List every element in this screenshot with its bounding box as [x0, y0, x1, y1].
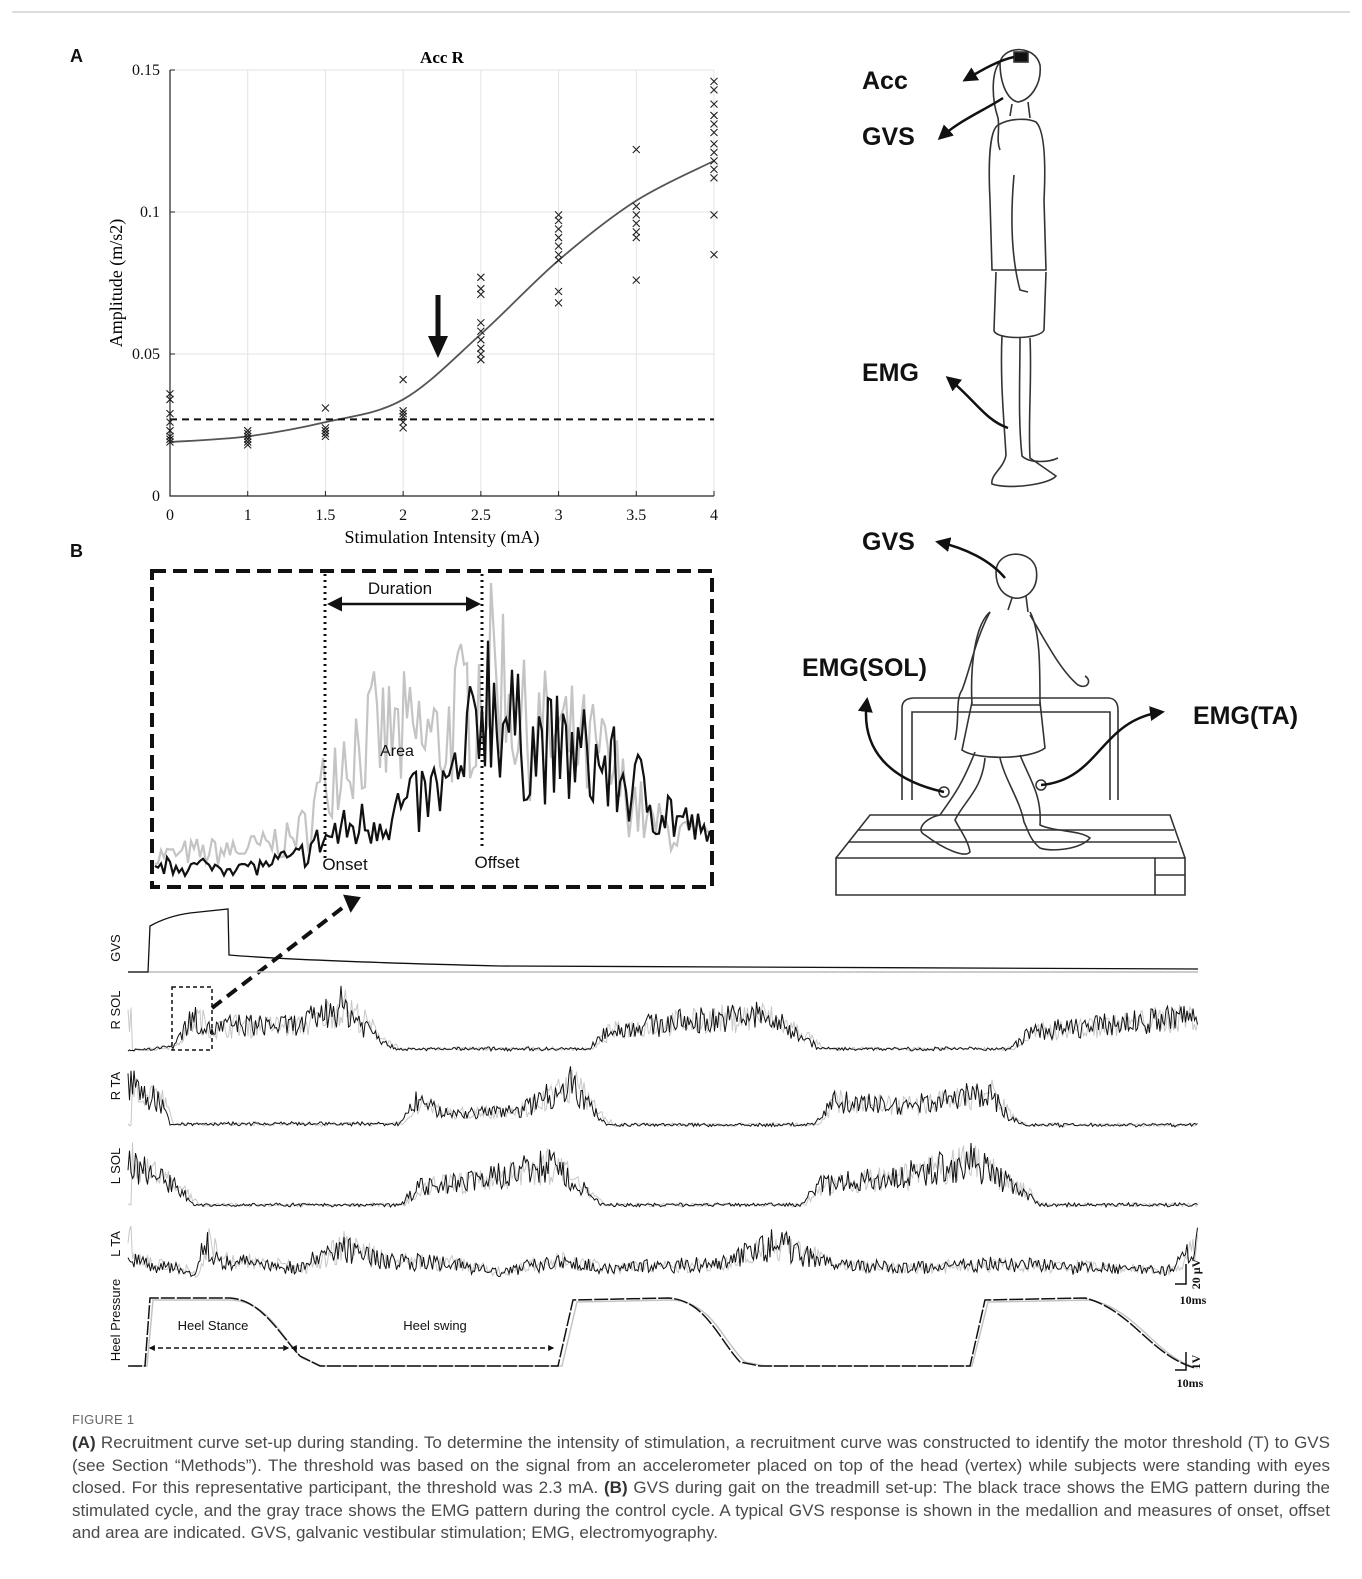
pressure-trace	[132, 1300, 1198, 1368]
channel-label: Heel Pressure	[108, 1279, 123, 1361]
page: A B Acc R Stimulation Intensity (mA) Amp…	[0, 0, 1362, 1579]
y-tick-label: 0	[152, 488, 160, 505]
emg-ta-arrow	[1041, 712, 1162, 785]
emg-arrow	[948, 378, 1008, 428]
chart-title: Acc R	[420, 48, 465, 67]
standing-person	[989, 50, 1058, 487]
plot-area	[170, 70, 714, 496]
channel-label: R SOL	[108, 990, 123, 1029]
x-tick-label: 3.5	[626, 507, 646, 524]
scale-label: 1V	[1189, 1354, 1203, 1369]
x-axis-label: Stimulation Intensity (mA)	[345, 527, 540, 548]
setup-label: GVS	[862, 528, 915, 556]
caption: (A) Recruitment curve set-up during stan…	[72, 1432, 1330, 1545]
setup-label: EMG(SOL)	[802, 654, 927, 682]
caption-tag: (A)	[72, 1433, 96, 1452]
emg-sol-arrow	[866, 700, 944, 792]
phase-label: Heel Stance	[178, 1318, 249, 1333]
y-tick-label: 0.05	[132, 346, 160, 363]
panel-label: B	[70, 541, 83, 561]
setup-label: Acc	[862, 67, 908, 95]
caption-tag: (B)	[604, 1478, 628, 1497]
trace	[128, 1066, 1198, 1127]
panel-label: A	[70, 46, 83, 66]
x-tick-label: 2	[399, 507, 407, 524]
x-tick-label: 3	[555, 507, 563, 524]
y-axis-label: Amplitude (m/s2)	[106, 219, 127, 348]
channel-labels: GVS R SOL R TA L SOL L TA Heel Pressure	[108, 934, 123, 1361]
acc-arrow	[965, 57, 1014, 80]
treadmill-person	[836, 554, 1185, 895]
x-tick-label: 2.5	[471, 507, 491, 524]
figure: A B Acc R Stimulation Intensity (mA) Amp…	[0, 0, 1362, 1405]
inset-label: Duration	[368, 579, 432, 598]
scale-bar	[1175, 1264, 1186, 1284]
phase-label: Heel swing	[403, 1318, 467, 1333]
trace	[128, 1143, 1198, 1207]
gvs-arrow	[938, 542, 1005, 578]
setup-label: EMG	[862, 359, 919, 387]
y-tick-label: 0.1	[140, 204, 160, 221]
emg-traces	[128, 909, 1198, 1368]
scale-label: 10ms	[1180, 1293, 1207, 1307]
inset-label: Offset	[474, 853, 519, 872]
channel-label: R TA	[108, 1071, 123, 1100]
recruitment-chart: 0 1 1.5 2 2.5 3 3.5 4 0 0.05 0.1 0.15	[132, 62, 718, 524]
y-tick-label: 0.15	[132, 62, 160, 79]
channel-label: L TA	[108, 1231, 123, 1257]
zoom-arrow-head	[341, 895, 361, 914]
channel-label: L SOL	[108, 1148, 123, 1184]
trace	[128, 986, 1198, 1051]
x-tick-label: 4	[710, 507, 718, 524]
inset-label: Onset	[322, 855, 368, 874]
scale-label: 20 µV	[1189, 1258, 1203, 1289]
trace	[128, 1143, 1198, 1207]
channel-label: GVS	[108, 934, 123, 962]
trace	[128, 1228, 1198, 1277]
gvs-trace	[128, 909, 1198, 972]
scale-label: 10ms	[1177, 1376, 1204, 1390]
pressure-trace	[128, 1298, 1195, 1368]
x-tick-label: 1	[244, 507, 252, 524]
x-tick-label: 1.5	[315, 507, 335, 524]
trace	[128, 1070, 1198, 1127]
setup-label: GVS	[862, 123, 915, 151]
inset-label: Area	[380, 743, 414, 760]
figure-number: FIGURE 1	[72, 1412, 134, 1427]
x-tick-label: 0	[166, 507, 174, 524]
setup-label: EMG(TA)	[1193, 702, 1298, 730]
